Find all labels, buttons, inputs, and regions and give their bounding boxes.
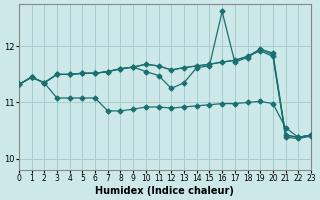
X-axis label: Humidex (Indice chaleur): Humidex (Indice chaleur) [95,186,234,196]
